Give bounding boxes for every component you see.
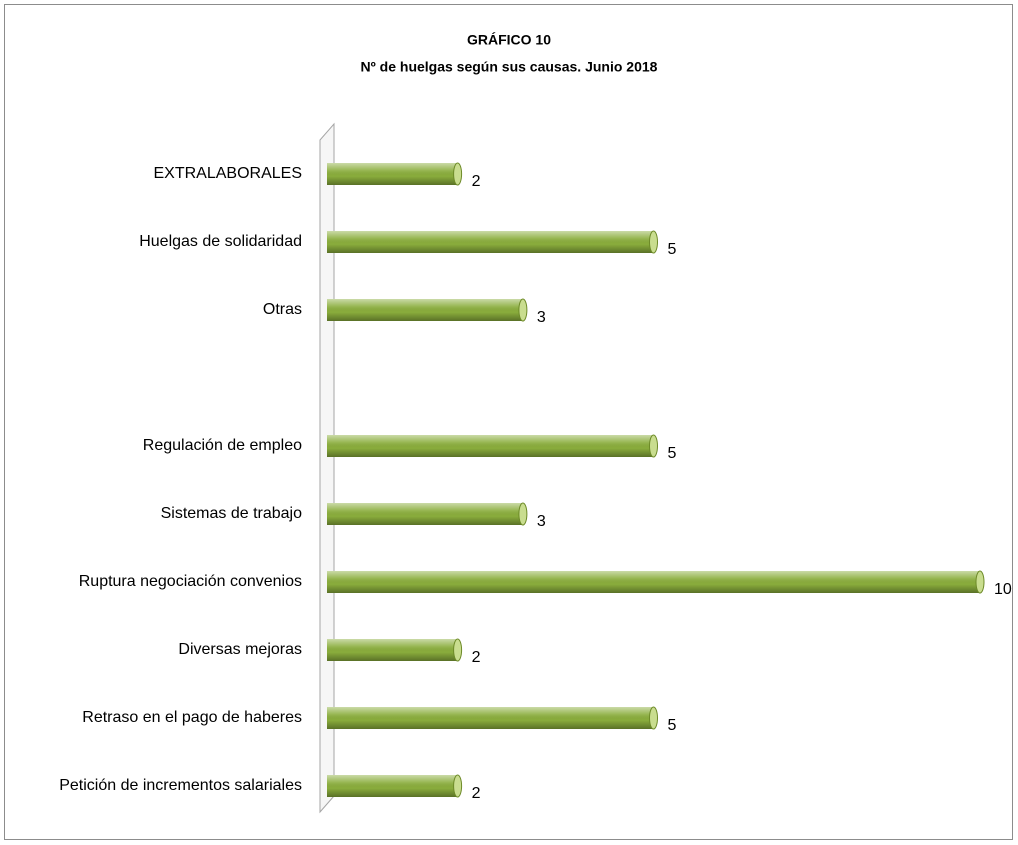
bar-shade: [327, 299, 523, 321]
bar-cap: [518, 298, 528, 322]
value-label: 2: [472, 649, 481, 666]
value-label: 2: [472, 785, 481, 802]
value-label: 3: [537, 309, 546, 326]
bar-shade: [327, 775, 458, 797]
y-tick-label: Huelgas de solidaridad: [139, 233, 302, 250]
bar-shade: [327, 639, 458, 661]
value-label: 5: [668, 717, 677, 734]
bar-shade: [327, 503, 523, 525]
bar-shade: [327, 231, 654, 253]
y-tick-label: Otras: [263, 301, 302, 318]
bar-shade: [327, 163, 458, 185]
bar-shade: [327, 435, 654, 457]
bar-cap: [453, 774, 463, 798]
value-label: 5: [668, 445, 677, 462]
chart-subtitle: Nº de huelgas según sus causas. Junio 20…: [361, 59, 658, 75]
bar-cap: [649, 434, 658, 458]
value-label: 10: [994, 581, 1012, 598]
bar-cap: [518, 502, 528, 526]
bar-cap: [453, 162, 463, 186]
bar-shade: [327, 707, 654, 729]
bar-cap: [975, 570, 985, 594]
value-label: 3: [537, 513, 546, 530]
y-tick-label: EXTRALABORALES: [154, 165, 303, 182]
bar-cap: [453, 638, 463, 662]
bar-cap: [649, 706, 658, 730]
chart-title: GRÁFICO 10: [467, 32, 551, 48]
y-tick-label: Ruptura negociación convenios: [79, 573, 302, 590]
y-tick-label: Diversas mejoras: [178, 641, 302, 658]
y-tick-label: Petición de incrementos salariales: [59, 777, 302, 794]
y-tick-label: Sistemas de trabajo: [161, 505, 303, 522]
value-label: 5: [668, 241, 677, 258]
value-label: 2: [472, 173, 481, 190]
bar-cap: [649, 230, 658, 254]
chart-frame: [4, 4, 1013, 840]
y-tick-label: Regulación de empleo: [143, 437, 302, 454]
y-tick-label: Retraso en el pago de haberes: [82, 709, 302, 726]
bar-shade: [327, 571, 980, 593]
